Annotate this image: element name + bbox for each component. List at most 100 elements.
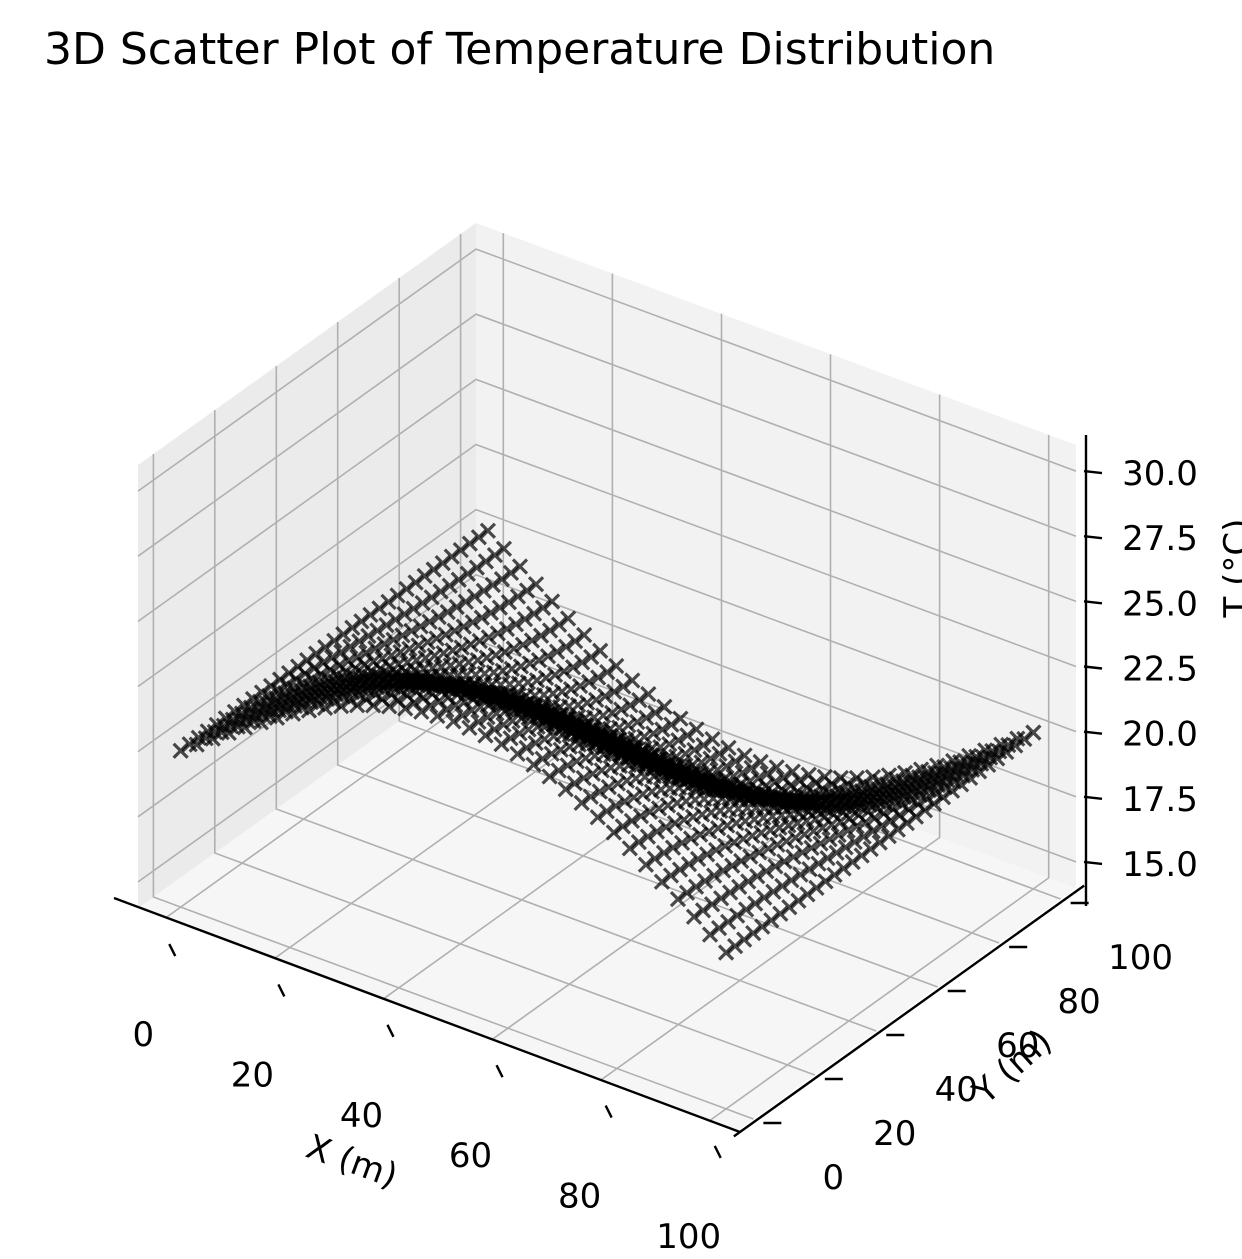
data-point-stroke <box>819 850 836 867</box>
data-point-stroke <box>466 588 483 605</box>
data-point <box>521 655 539 672</box>
data-point-stroke <box>566 775 583 792</box>
data-point-stroke <box>557 781 574 798</box>
data-point <box>470 529 488 546</box>
grid-line-x <box>601 394 941 1081</box>
y-tick-label: 40 <box>935 1070 978 1110</box>
data-point-stroke <box>800 766 817 783</box>
data-point-stroke <box>308 645 325 662</box>
z-tick-label: 25.0 <box>1122 584 1198 624</box>
data-point-stroke <box>670 732 687 749</box>
data-point <box>502 730 519 747</box>
data-point-stroke <box>828 844 845 861</box>
data-point <box>844 853 861 871</box>
data-point <box>743 759 760 776</box>
data-point-stroke <box>383 647 400 664</box>
data-point-stroke <box>262 677 280 695</box>
data-point <box>688 721 705 738</box>
data-point <box>742 848 759 865</box>
data-point-stroke <box>398 580 415 598</box>
data-point <box>687 878 705 895</box>
data-point-stroke <box>502 564 520 582</box>
data-point-stroke <box>719 817 736 834</box>
data-point <box>557 638 575 655</box>
data-point <box>989 750 1006 767</box>
data-point-stroke <box>381 698 398 715</box>
data-point-stroke <box>640 685 657 703</box>
data-point <box>428 630 445 647</box>
data-point-stroke <box>980 756 997 774</box>
data-point <box>486 721 503 738</box>
data-point-stroke <box>691 826 709 843</box>
data-point-stroke <box>523 632 541 649</box>
data-point-stroke <box>424 685 441 703</box>
data-point <box>407 574 424 591</box>
data-point <box>758 863 775 880</box>
data-point-stroke <box>616 793 633 810</box>
data-point <box>862 840 879 858</box>
data-point <box>961 769 979 786</box>
data-point-stroke <box>637 856 655 873</box>
grid-line-z <box>137 313 1077 557</box>
data-point-stroke <box>726 937 744 955</box>
data-point-stroke <box>349 648 366 666</box>
data-point <box>747 895 764 912</box>
data-point-stroke <box>571 677 589 695</box>
data-point <box>717 944 735 961</box>
data-point <box>548 643 566 660</box>
z-tick-label: 22.5 <box>1122 650 1198 690</box>
data-point <box>387 611 404 628</box>
tick-labels: 02040608010002040608010015.017.520.022.5… <box>132 454 1197 1257</box>
data-point <box>698 846 716 863</box>
data-point-stroke <box>471 632 488 650</box>
data-point-stroke <box>765 883 782 900</box>
data-point <box>479 708 496 726</box>
data-point-stroke <box>605 824 622 841</box>
data-point <box>419 633 436 651</box>
data-point <box>675 811 693 828</box>
data-point-stroke <box>387 611 404 628</box>
data-point <box>566 632 584 650</box>
grid-line-y <box>398 278 1000 944</box>
data-point-stroke <box>934 789 952 806</box>
data-point <box>493 736 510 753</box>
data-point-stroke <box>299 652 316 669</box>
data-point <box>817 873 834 890</box>
data-point-stroke <box>589 809 606 826</box>
data-point <box>360 627 377 645</box>
data-point-stroke <box>624 672 641 689</box>
data-point-stroke <box>615 678 632 695</box>
data-point-stroke <box>1016 730 1033 748</box>
grid-line-z <box>137 573 1077 818</box>
data-point-stroke <box>453 639 470 656</box>
data-point-stroke <box>369 622 386 639</box>
data-point <box>459 565 476 582</box>
data-point-stroke <box>600 778 617 796</box>
data-point-stroke <box>289 658 307 675</box>
data-point <box>505 640 523 657</box>
data-point-stroke <box>936 779 954 796</box>
data-point <box>754 918 771 935</box>
data-point-stroke <box>952 776 970 793</box>
data-point-stroke <box>498 620 516 638</box>
data-point-stroke <box>371 600 388 617</box>
data-point-stroke <box>754 918 771 935</box>
data-point-stroke <box>374 650 391 667</box>
data-point-stroke <box>505 640 523 657</box>
data-point <box>778 833 795 850</box>
data-point-stroke <box>461 535 478 552</box>
data-point <box>934 789 952 806</box>
data-point <box>702 750 719 767</box>
data-point <box>344 619 361 636</box>
data-point <box>284 705 302 722</box>
data-point <box>566 775 583 792</box>
data-point-stroke <box>543 593 561 610</box>
data-point-stroke <box>657 818 675 836</box>
data-point <box>457 593 474 610</box>
data-point-stroke <box>405 600 422 617</box>
data-point-stroke <box>618 772 636 789</box>
data-point <box>659 797 677 814</box>
data-point-stroke <box>394 627 411 644</box>
data-point <box>669 890 687 908</box>
